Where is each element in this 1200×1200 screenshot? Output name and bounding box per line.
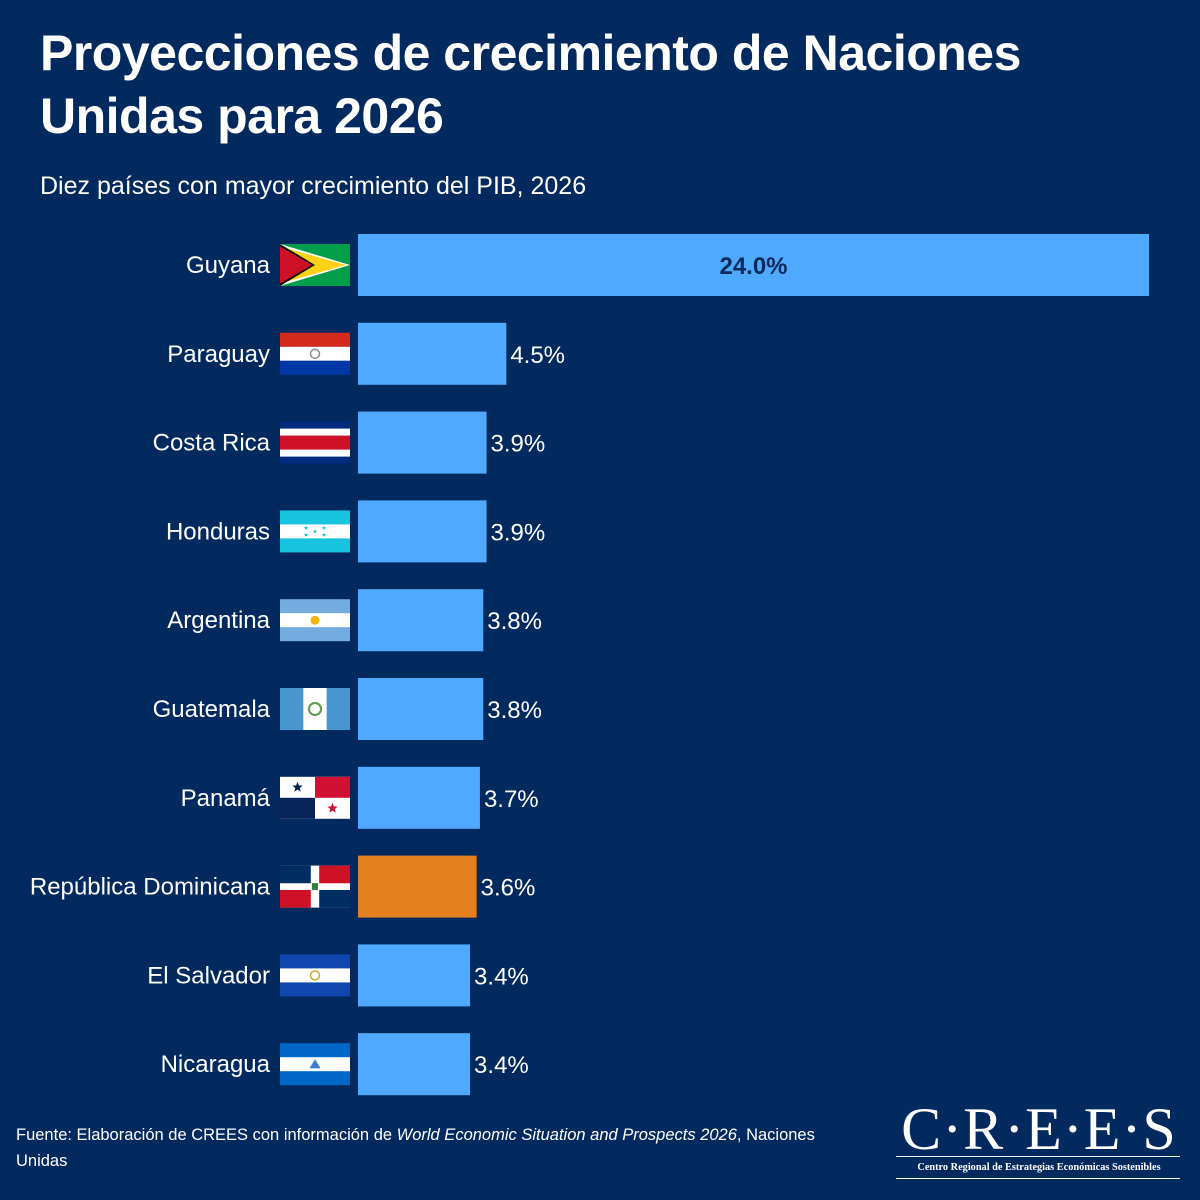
flag-star [292,781,303,792]
category-label: El Salvador [147,962,270,989]
category-label: Paraguay [167,341,270,368]
bar-chart: Guyana 24.0% Paraguay 4.5% Costa Rica 3.9% Hon… [30,234,1149,1096]
logo-tagline: Centro Regional de Estrategias Económica… [917,1162,1161,1173]
value-label: 3.9% [491,519,546,546]
value-label: 3.9% [491,431,546,458]
bar-guatemala [358,678,484,740]
category-label: Guyana [186,252,271,279]
value-label: 24.0% [719,253,787,280]
category-label: Argentina [167,607,270,634]
category-label: Panamá [181,785,271,812]
flag-star [327,802,338,813]
flag-star [312,529,318,534]
value-label: 3.8% [487,608,542,635]
honduras-flag-icon [280,510,350,553]
category-label: República Dominicana [30,874,271,901]
dominican-republic-flag-icon [280,865,350,908]
bar-argentina [358,589,484,652]
bar-paraguay [358,322,507,385]
flag-star [303,532,309,537]
logo-divider [896,1156,1180,1157]
bar-republica-dominicana [358,855,477,918]
source-suffix: , Naciones Unidas [16,1126,815,1170]
value-label: 3.6% [481,875,536,902]
source-report-title: World Economic Situation and Prospects 2… [396,1126,737,1144]
bar-panama [358,766,480,829]
flag-star [321,532,327,537]
bar-guyana [358,234,1149,296]
value-label: 3.4% [474,963,529,990]
flag-star [321,525,327,530]
category-label: Nicaragua [161,1051,271,1078]
nicaragua-flag-icon [280,1043,350,1086]
source-prefix: Fuente: Elaboración de CREES con informa… [16,1126,397,1144]
logo-divider-bottom [896,1178,1180,1179]
chart-title: Proyecciones de crecimiento de Naciones … [40,25,1021,144]
paraguay-flag-icon [280,332,350,375]
chart-subtitle: Diez países con mayor crecimiento del PI… [40,172,587,200]
flag-star [303,525,309,530]
panama-flag-icon [280,776,350,819]
bar-costa-rica [358,411,487,474]
logo-wordmark: C·R·E·E·S [901,1096,1177,1162]
bar-el-salvador [358,944,471,1007]
crees-logo: C·R·E·E·S Centro Regional de Estrategias… [896,1098,1182,1182]
category-label: Costa Rica [153,430,271,457]
category-label: Honduras [166,518,270,545]
guatemala-flag-icon [280,688,350,730]
guyana-flag-icon [280,244,350,286]
category-label: Guatemala [153,696,271,723]
value-label: 4.5% [510,342,565,369]
argentina-flag-icon [280,599,350,642]
value-label: 3.8% [487,697,542,724]
value-label: 3.7% [484,786,539,813]
value-label: 3.4% [474,1052,529,1079]
el-salvador-flag-icon [280,954,350,997]
bar-nicaragua [358,1033,471,1096]
costa-rica-flag-icon [280,421,350,464]
source-note: Fuente: Elaboración de CREES con informa… [16,1122,836,1174]
bar-honduras [358,500,487,563]
